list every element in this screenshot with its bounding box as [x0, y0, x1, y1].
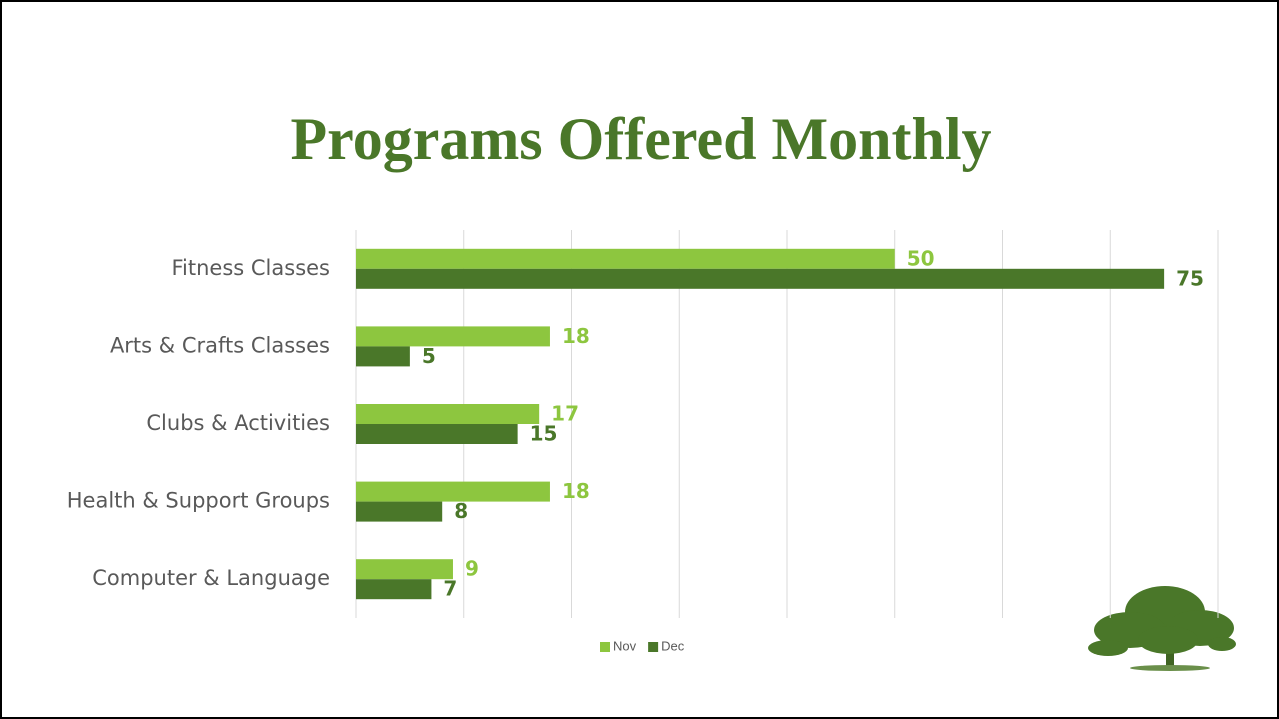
data-label: 18 — [562, 324, 590, 348]
data-label: 5 — [422, 344, 436, 368]
legend-label: Dec — [661, 638, 685, 653]
y-tick-label: Computer & Language — [92, 566, 330, 590]
data-label: 8 — [454, 499, 468, 523]
y-tick-label: Clubs & Activities — [146, 411, 330, 435]
bar — [356, 326, 550, 347]
y-tick-label: Health & Support Groups — [67, 489, 330, 513]
bar — [356, 268, 1165, 289]
tree-logo — [1088, 586, 1236, 671]
data-label: 7 — [443, 577, 457, 601]
data-label: 18 — [562, 479, 590, 503]
bar — [356, 559, 453, 580]
legend-swatch — [600, 642, 610, 652]
bar — [356, 579, 432, 600]
data-label: 15 — [530, 422, 558, 446]
data-label: 9 — [465, 557, 479, 581]
y-tick-label: Fitness Classes — [171, 256, 330, 280]
chart-title: Programs Offered Monthly — [291, 106, 992, 172]
bar — [356, 501, 443, 522]
data-label: 75 — [1176, 266, 1204, 290]
bar — [356, 404, 540, 424]
data-label: 17 — [551, 402, 579, 426]
bar — [356, 481, 550, 502]
legend-swatch — [648, 642, 659, 652]
legend-label: Nov — [613, 638, 637, 653]
data-label: 50 — [907, 246, 935, 270]
bar — [356, 424, 518, 444]
bar — [356, 248, 895, 269]
y-tick-label: Arts & Crafts Classes — [110, 333, 330, 357]
bar — [356, 346, 410, 367]
